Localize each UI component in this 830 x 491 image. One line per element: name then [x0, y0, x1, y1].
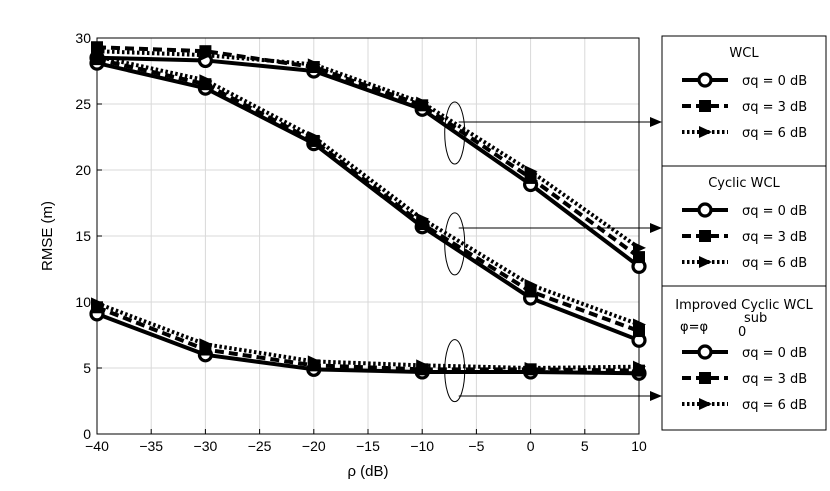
series-line: [96, 45, 641, 259]
y-tick-label: 10: [75, 294, 91, 310]
x-tick-label: 0: [527, 438, 535, 454]
x-tick-label: −25: [248, 438, 272, 454]
triangle-marker: [91, 297, 104, 310]
legend-box: [661, 165, 827, 287]
circle-marker: [697, 344, 713, 360]
legend-series-label: σq = 6 dB: [742, 126, 807, 141]
series-line: [96, 57, 640, 333]
triangle-marker: [524, 165, 538, 178]
group-annotations: [444, 101, 662, 403]
legend-group-title: Improved Cyclic WCL: [675, 298, 813, 313]
x-tick-label: −10: [410, 438, 434, 454]
legend-series-label: σq = 6 dB: [742, 256, 807, 271]
triangle-marker: [416, 96, 430, 109]
triangle-marker: [524, 278, 538, 291]
triangle-marker: [416, 212, 430, 225]
y-axis-label: RMSE (m): [39, 201, 56, 271]
x-tick-label: 5: [581, 438, 589, 454]
legend-series-label: σq = 0 dB: [742, 204, 807, 219]
series-line: [96, 49, 641, 250]
legend-series-label: σq = 3 dB: [742, 230, 807, 245]
triangle-marker: [633, 360, 646, 373]
x-tick-label: −40: [85, 438, 109, 454]
legend-subtitle-subscript: 0: [738, 325, 746, 340]
series-line: [96, 312, 640, 376]
x-tick-label: −30: [194, 438, 218, 454]
grid: [96, 37, 640, 435]
triangle-marker: [199, 338, 213, 351]
legend-group-title: Cyclic WCL: [708, 176, 780, 191]
series-line: [96, 55, 641, 268]
x-axis-label: ρ (dB): [347, 463, 388, 480]
triangle-marker: [199, 49, 213, 62]
x-tick-label: −15: [356, 438, 380, 454]
y-tick-label: 15: [75, 228, 91, 244]
x-tick-label: −20: [302, 438, 326, 454]
triangle-marker: [416, 359, 430, 372]
y-tick-label: 0: [83, 426, 91, 442]
square-marker: [699, 230, 711, 242]
arrow-head: [650, 391, 662, 401]
triangle-marker: [633, 241, 646, 254]
group-ellipse: [444, 212, 466, 276]
arrow-head: [650, 117, 662, 127]
triangle-marker: [699, 398, 712, 410]
triangle-marker: [633, 318, 646, 331]
triangle-marker: [307, 131, 321, 143]
series-line: [96, 301, 640, 370]
series-line: [96, 61, 640, 343]
axis-ticks: −40 −35 −30 −25 −20 −15 −10 −5 0 5 10 0 5 10 15 20 25 30: [75, 30, 647, 454]
triangle-marker: [91, 50, 104, 63]
triangle-marker: [699, 126, 712, 138]
x-tick-label: 10: [631, 438, 647, 454]
legend-series-label: σq = 0 dB: [742, 74, 807, 89]
square-marker: [633, 251, 645, 264]
square-marker: [699, 372, 711, 384]
x-tick-label: −5: [468, 438, 484, 454]
legend-group-title: WCL: [729, 46, 759, 61]
series-layer: [89, 41, 647, 381]
legend-series-label: σq = 6 dB: [742, 398, 807, 413]
triangle-marker: [699, 256, 712, 268]
triangle-marker: [199, 74, 213, 87]
group-ellipse: [444, 101, 466, 165]
triangle-marker: [307, 355, 321, 368]
y-tick-label: 20: [75, 162, 91, 178]
y-tick-label: 30: [75, 30, 91, 46]
legend: WCL σq = 0 dB σq = 3 dB σq = 6 dB Cyclic WCL…: [661, 35, 827, 431]
legend-series-label: σq = 3 dB: [742, 372, 807, 387]
legend-group-subtitle: φ=φ: [680, 320, 708, 335]
group-ellipse: [444, 339, 466, 403]
legend-series-label: σq = 0 dB: [742, 346, 807, 361]
legend-series-label: σq = 3 dB: [742, 100, 807, 115]
legend-subtitle-superscript: sub: [744, 311, 767, 326]
circle-marker: [697, 72, 713, 88]
triangle-marker: [307, 58, 321, 71]
legend-box: [661, 35, 827, 167]
arrow-head: [650, 223, 662, 233]
y-tick-label: 5: [83, 360, 91, 376]
series-line: [96, 54, 640, 327]
x-tick-label: −35: [139, 438, 163, 454]
circle-marker: [697, 202, 713, 218]
square-marker: [699, 100, 711, 112]
series-line: [96, 305, 640, 373]
triangle-marker: [524, 362, 538, 374]
y-tick-label: 25: [75, 96, 91, 112]
